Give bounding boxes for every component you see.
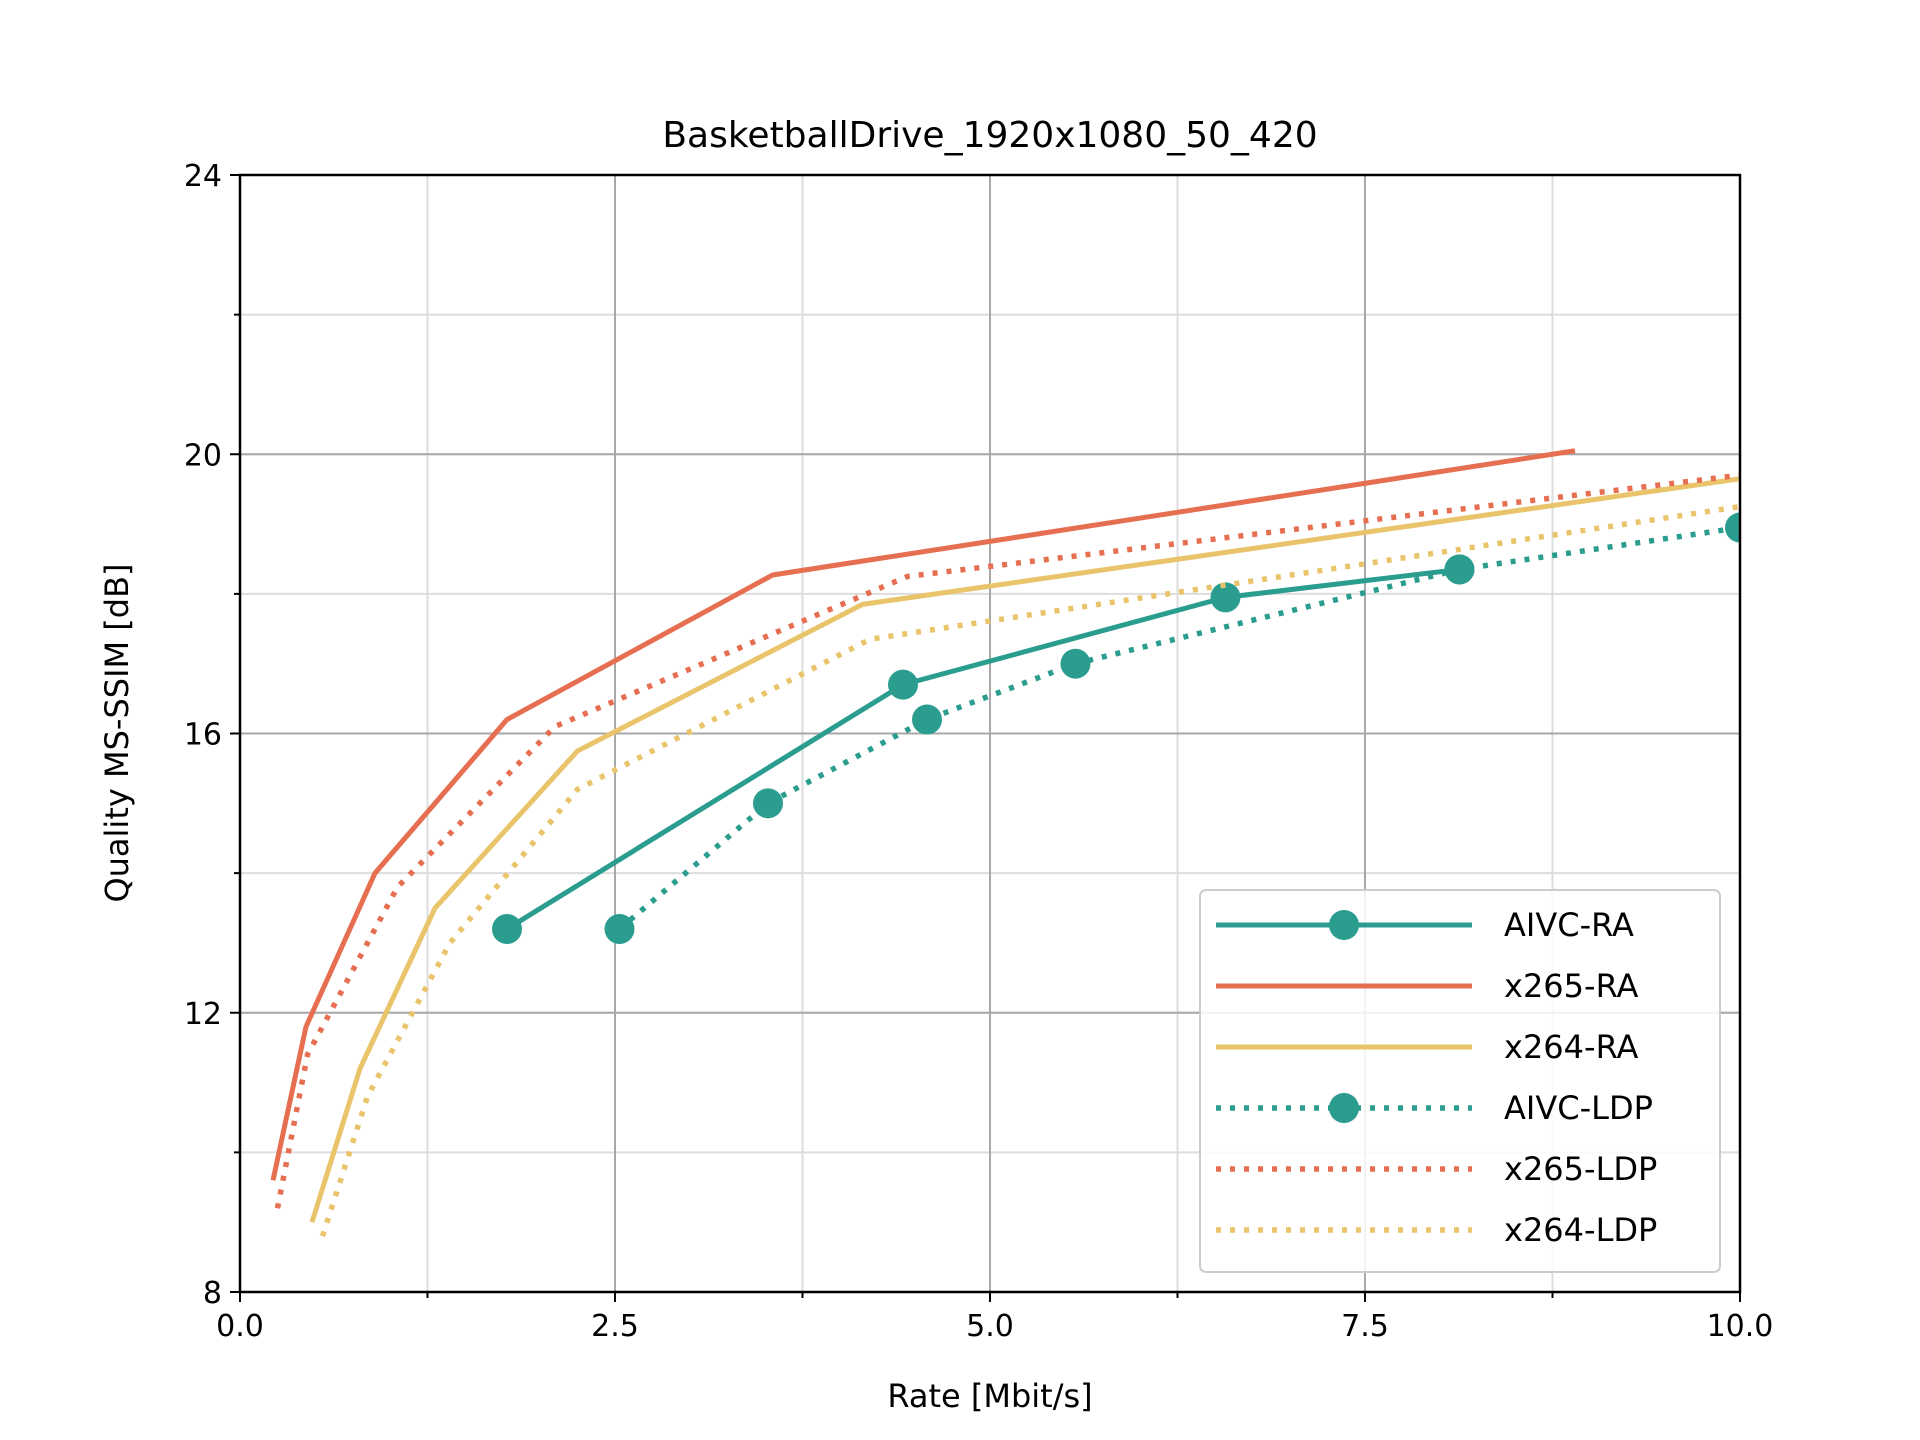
series-line-x265-ra <box>270 448 1576 1181</box>
series-x265-ldp <box>274 472 1740 1209</box>
legend-label-aivc-ldp: AIVC-LDP <box>1504 1089 1653 1127</box>
ticks: 0.0 2.5 5.0 7.5 10.0 8 12 16 20 24 <box>184 159 1774 1344</box>
y-axis-title: Quality MS-SSIM [dB] <box>98 563 136 902</box>
series-line-x264-ldp <box>319 503 1740 1237</box>
y-tick-label: 16 <box>184 718 222 753</box>
series-aivc-ldp <box>604 512 1740 944</box>
data-point-aivc-ldp <box>1725 512 1740 543</box>
data-point-aivc-ldp <box>1060 648 1091 679</box>
legend-marker-aivc-ldp <box>1329 1093 1359 1123</box>
series-x265-ra <box>270 448 1576 1181</box>
y-tick-label: 24 <box>184 159 222 194</box>
data-point-aivc-ldp <box>912 704 942 735</box>
data-point-aivc-ra <box>888 669 918 700</box>
x-tick-label: 7.5 <box>1341 1309 1389 1344</box>
legend-label-aivc-ra: AIVC-RA <box>1504 906 1634 944</box>
data-point-aivc-ldp <box>604 913 635 944</box>
data-point-aivc-ra <box>492 913 522 944</box>
series-x264-ldp <box>319 503 1740 1237</box>
legend-label-x265-ra: x265-RA <box>1504 967 1639 1005</box>
legend-marker-aivc-ra <box>1329 910 1359 940</box>
x-tick-label: 5.0 <box>966 1309 1014 1344</box>
x-axis-title: Rate [Mbit/s] <box>887 1377 1092 1415</box>
legend-label-x264-ra: x264-RA <box>1504 1028 1639 1066</box>
x-tick-label: 10.0 <box>1707 1309 1774 1344</box>
x-tick-label: 2.5 <box>591 1309 639 1344</box>
series-line-x264-ra <box>309 476 1740 1223</box>
x-tick-label: 0.0 <box>216 1309 264 1344</box>
y-tick-label: 8 <box>203 1276 222 1311</box>
series-layer <box>270 448 1740 1237</box>
data-point-aivc-ra <box>1210 582 1241 613</box>
series-x264-ra <box>309 476 1740 1223</box>
legend-label-x264-ldp: x264-LDP <box>1504 1211 1657 1249</box>
data-point-aivc-ldp <box>753 788 783 819</box>
series-line-x265-ldp <box>274 472 1740 1209</box>
chart-title: BasketballDrive_1920x1080_50_420 <box>662 115 1317 156</box>
data-point-aivc-ldp <box>1444 554 1475 585</box>
y-tick-label: 20 <box>184 438 222 473</box>
series-line-aivc-ra <box>505 566 1460 932</box>
legend-label-x265-ldp: x265-LDP <box>1504 1150 1657 1188</box>
legend: AIVC-RA x265-RA x264-RA AIVC-LDP x265-LDP x26… <box>1199 889 1721 1273</box>
y-tick-label: 12 <box>184 997 222 1032</box>
